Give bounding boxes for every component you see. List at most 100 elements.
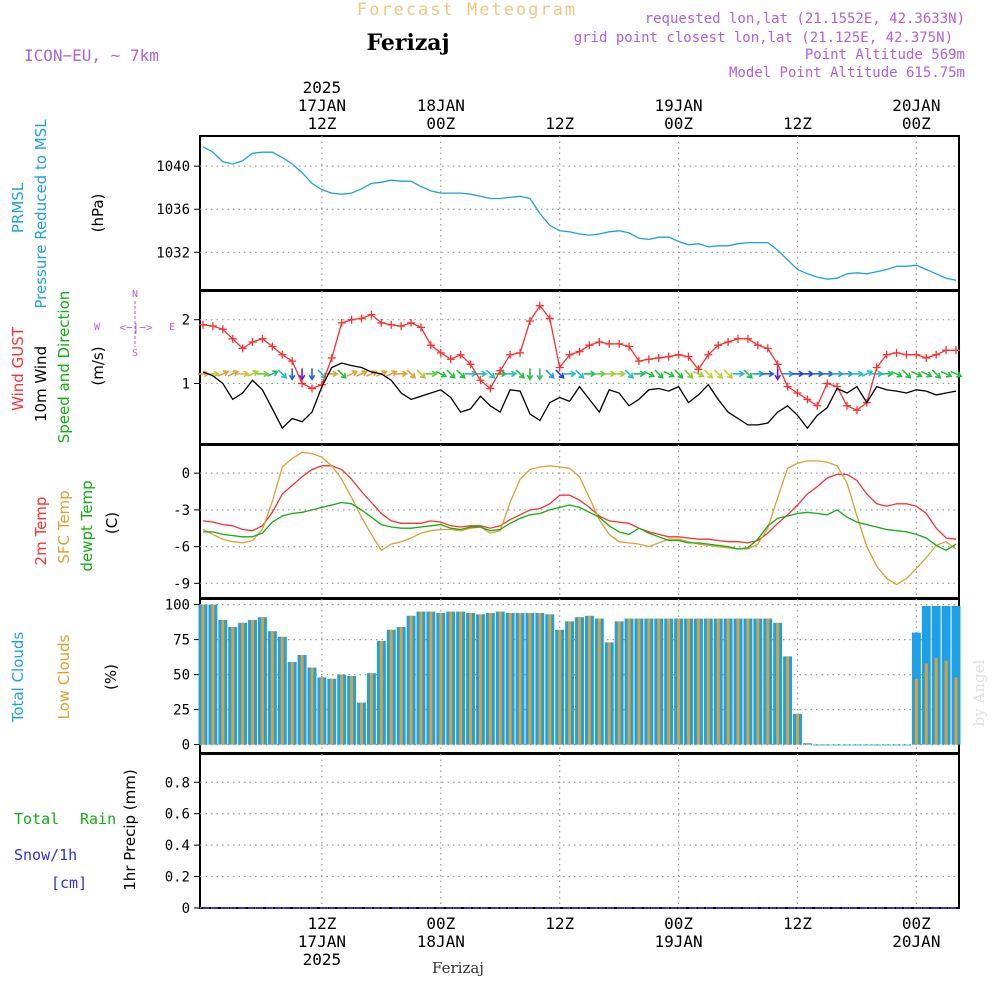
gust-marker	[307, 384, 316, 393]
wind-gust-label: Wind GUST	[9, 326, 27, 411]
y-tick-label: 1032	[156, 245, 190, 261]
total-cloud-bar	[822, 744, 832, 746]
gust-marker	[704, 350, 713, 359]
gust-marker	[565, 350, 574, 359]
gust-marker	[258, 334, 267, 343]
wind-arrow-shaft	[545, 369, 555, 379]
total-cloud-bar	[862, 744, 872, 746]
low-cloud-bar	[330, 678, 334, 745]
wind-arrow-head	[252, 370, 259, 377]
wind-arrow-shaft	[227, 370, 239, 377]
time-axis-label: 12Z	[307, 914, 336, 933]
gust-marker	[357, 314, 366, 323]
gust-marker	[407, 318, 416, 327]
precip-cm-label: [cm]	[51, 874, 87, 892]
gust-marker	[625, 342, 634, 351]
gust-marker	[714, 341, 723, 350]
wind-direction-arrow	[881, 370, 894, 378]
gust-marker	[654, 353, 663, 362]
wind-direction-arrow	[227, 370, 240, 377]
low-cloud-bar	[498, 611, 502, 745]
wind-direction-arrow	[435, 370, 448, 378]
gust-marker	[575, 347, 584, 356]
wind-direction-arrow	[643, 370, 656, 378]
gust-marker	[734, 334, 743, 343]
gust-marker	[525, 316, 534, 325]
gust-marker	[644, 355, 653, 364]
wind-arrow-head	[272, 370, 279, 377]
wind-arrow-shaft	[861, 370, 873, 377]
y-tick-label: 0	[182, 901, 190, 917]
wind-direction-arrow	[713, 369, 724, 379]
wind-arrow-head	[340, 372, 347, 379]
wind-arrow-head	[243, 370, 250, 378]
low-cloud-bar	[924, 663, 928, 745]
low-cloud-bar	[805, 743, 809, 745]
low-cloud-bar	[696, 618, 700, 745]
time-axis-label: 17JAN	[298, 96, 346, 115]
gust-marker	[872, 363, 881, 372]
wind-direction-arrow	[633, 370, 646, 378]
wind-direction-arrow	[861, 370, 874, 377]
gust-marker	[922, 353, 931, 362]
gust-marker	[952, 346, 960, 355]
y-tick-label: 0	[182, 466, 190, 482]
wind-arrow-head	[351, 370, 358, 377]
time-axis-label: 00Z	[426, 914, 455, 933]
time-axis-label: 00Z	[902, 114, 931, 133]
wind-direction-arrow	[624, 369, 634, 379]
total-cloud-bar	[852, 744, 862, 746]
low-cloud-bar	[538, 613, 542, 745]
gust-marker	[684, 352, 693, 361]
y-tick-label: 25	[173, 703, 190, 719]
cloud-labels: Total Clouds Low Clouds (%)	[9, 632, 120, 724]
wind-arrow-shaft	[446, 369, 456, 379]
wind-arrow-shaft	[277, 369, 287, 379]
wind-arrow-head	[213, 370, 220, 378]
low-cloud-bar	[776, 622, 780, 745]
low-cloud-bar	[914, 678, 918, 745]
wind-arrow-head	[746, 372, 753, 379]
wind-arrow-head	[657, 372, 664, 379]
wind-arrow-head	[558, 372, 565, 379]
wind-arrow-head	[619, 370, 627, 378]
wind-direction-arrow	[346, 370, 358, 377]
gust-marker	[634, 357, 643, 366]
gust-marker	[268, 342, 277, 351]
location-title: Ferizaj	[366, 30, 449, 56]
low-cloud-bar	[379, 641, 383, 745]
panel-pressure: 1032 1036 1040	[156, 135, 960, 291]
total-cloud-bar	[812, 744, 822, 746]
panel-frame-wind	[199, 290, 960, 445]
panels: 10321036104012-9-6-30025507510000.20.40.…	[156, 135, 963, 917]
time-axis-label: 19JAN	[654, 96, 702, 115]
low-cloud-bar	[677, 618, 681, 745]
wind-direction-arrow	[288, 368, 296, 381]
y-tick-label: -6	[173, 540, 190, 556]
wind-labels: Wind GUST 10m Wind Speed and Direction (…	[9, 289, 175, 443]
wind-arrow-shaft	[346, 370, 357, 377]
gust-marker	[674, 350, 683, 359]
low-cloud-bar	[637, 618, 641, 745]
y-tick-label: 0.4	[165, 838, 190, 854]
panel-frame-temperature	[199, 444, 960, 599]
series-line-10m-wind	[202, 362, 957, 430]
wind-arrow-head	[332, 370, 339, 378]
wind-arrow-head	[489, 372, 496, 379]
low-cloud-bar	[360, 702, 364, 745]
y-tick-label: 1036	[156, 202, 190, 218]
wind-arrow-shaft	[911, 370, 922, 377]
wind-direction-arrow	[674, 369, 684, 379]
gust-marker	[555, 363, 564, 372]
gust-marker	[852, 406, 861, 415]
low-cloud-bar	[736, 618, 740, 745]
low-cloud-bar	[766, 618, 770, 745]
gust-marker	[466, 360, 475, 369]
time-axis-label: 00Z	[664, 914, 693, 933]
wind-arrow-shaft	[337, 369, 347, 379]
wind-arrow-head	[677, 372, 684, 379]
y-tick-label: 0.2	[165, 870, 190, 886]
wind-direction-arrow	[425, 370, 438, 378]
low-cloud-bar	[726, 618, 730, 745]
